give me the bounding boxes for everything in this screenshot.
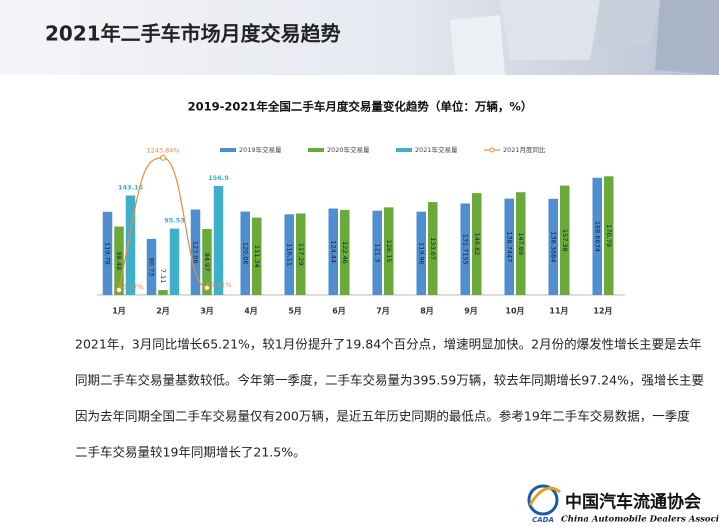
data-label: 157.38 <box>561 229 569 252</box>
line-point <box>160 154 166 161</box>
legend-label: 2021年交易量 <box>415 145 458 154</box>
x-tick-label: 3月 <box>200 307 214 316</box>
x-tick-label: 1月 <box>112 307 126 316</box>
data-label: 7.11 <box>159 269 167 283</box>
data-label: 147.89 <box>517 232 525 255</box>
bar <box>340 209 350 295</box>
data-label: 123.06 <box>192 241 200 264</box>
bar <box>296 213 306 295</box>
x-tick-label: 4月 <box>244 307 258 316</box>
paragraph-line: 二手车交易量较19年同期增长了21.5%。 <box>75 445 306 460</box>
bar <box>213 185 224 295</box>
data-label: 94.97 <box>203 253 211 272</box>
line-label: 45.37% <box>119 283 144 291</box>
x-tick-label: 10月 <box>505 307 524 316</box>
data-label: 156.9 <box>208 174 229 182</box>
data-label: 119.96 <box>417 242 425 265</box>
bar <box>190 209 201 295</box>
data-label: 138.7447 <box>505 231 513 262</box>
line-point <box>204 284 210 291</box>
x-tick-label: 7月 <box>376 307 390 316</box>
bar <box>284 214 294 295</box>
data-label: 168.6634 <box>593 221 601 252</box>
bar <box>125 195 136 295</box>
bar <box>146 238 157 295</box>
data-label: 170.79 <box>605 224 613 247</box>
bar <box>328 208 338 295</box>
bar <box>592 177 602 295</box>
legend-swatch <box>308 148 324 152</box>
data-label: 133.67 <box>429 237 437 260</box>
bar <box>202 228 212 295</box>
bar <box>504 198 514 295</box>
data-label: 111.34 <box>253 245 261 268</box>
x-tick-label: 9月 <box>464 307 478 316</box>
data-label: 143.16 <box>118 184 144 192</box>
bar <box>416 211 426 295</box>
data-label: 80.73 <box>148 258 156 277</box>
data-label: 126.15 <box>385 240 393 263</box>
data-label: 121.3 <box>373 244 381 263</box>
x-tick-label: 5月 <box>288 307 302 316</box>
logo-english: China Automobile Dealers Association <box>561 515 719 525</box>
legend-swatch <box>396 148 412 152</box>
paragraph: 2021年，3月同比增长65.21%，较1月份提升了19.84个百分点，增速明显… <box>75 337 704 460</box>
data-label: 120.06 <box>241 242 249 265</box>
line-point <box>116 286 122 293</box>
legend-label: 2019年交易量 <box>239 145 282 154</box>
bar <box>372 210 382 295</box>
legend-swatch <box>489 147 495 153</box>
paragraph-line: 同期二手车交易量基数较低。今年第一季度，二手车交易量为395.59万辆，较去年同… <box>75 373 704 388</box>
data-label: 131.7155 <box>461 234 469 265</box>
data-label: 119.78 <box>103 242 111 265</box>
legend-label: 2020年交易量 <box>327 145 370 154</box>
data-label: 98.48 <box>115 251 123 270</box>
bar <box>516 192 526 295</box>
bar <box>428 202 438 295</box>
bar <box>604 176 614 295</box>
paragraph-line: 2021年，3月同比增长65.21%，较1月份提升了19.84个百分点，增速明显… <box>75 337 702 352</box>
data-label: 124.44 <box>329 240 337 263</box>
x-tick-label: 8月 <box>420 307 434 316</box>
header-cubes <box>450 0 719 75</box>
data-label: 122.46 <box>341 241 349 264</box>
page-title: 2021年二手车市场月度交易趋势 <box>45 22 341 46</box>
x-tick-label: 11月 <box>549 307 568 316</box>
x-tick-label: 2月 <box>156 307 170 316</box>
data-label: 138.3684 <box>549 231 557 262</box>
data-label: 146.62 <box>473 233 481 256</box>
bar <box>114 226 124 295</box>
bar <box>460 203 470 295</box>
bar <box>169 228 180 295</box>
line-label: 1243.84% <box>146 147 179 155</box>
data-label: 116.11 <box>285 243 293 266</box>
paragraph-line: 因为去年同期全国二手车交易量仅有200万辆，是近五年历史同期的最低点。参考19年… <box>75 409 690 424</box>
x-tick-label: 6月 <box>332 307 346 316</box>
bar <box>560 185 570 295</box>
data-label: 95.53 <box>164 217 185 225</box>
logo-name: 中国汽车流通协会 <box>565 492 701 513</box>
chart-title: 2019-2021年全国二手车月度交易量变化趋势（单位：万辆，%） <box>188 100 533 114</box>
bar <box>472 193 482 295</box>
x-tick-label: 12月 <box>593 307 612 316</box>
bar <box>384 207 394 295</box>
bar <box>252 217 262 295</box>
data-label: 117.29 <box>297 243 305 266</box>
logo: CADA 中国汽车流通协会 China Automobile Dealers A… <box>527 484 719 525</box>
logo-abbr: CADA <box>532 516 554 524</box>
bar <box>548 198 558 295</box>
bar <box>240 211 250 295</box>
legend-swatch <box>220 148 236 152</box>
bar <box>102 211 113 295</box>
legend-label: 2021月度同比 <box>503 145 546 154</box>
bar <box>158 290 168 295</box>
line-label: 65.21% <box>207 281 232 289</box>
